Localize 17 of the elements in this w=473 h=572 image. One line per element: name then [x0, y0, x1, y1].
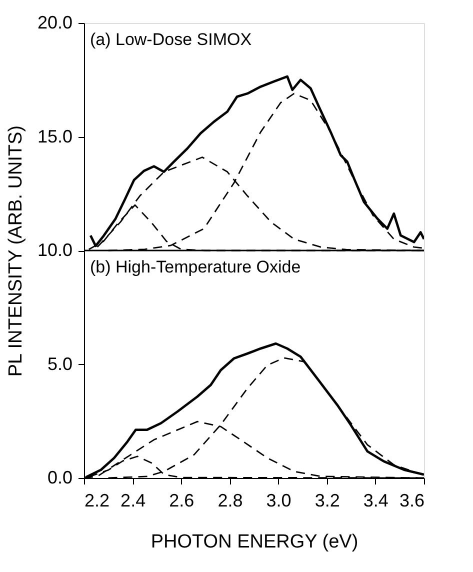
x-tick-label: 3.4	[363, 490, 388, 510]
x-tick-label: 3.2	[314, 490, 340, 510]
y-axis-title: PL INTENSITY (ARB. UNITS)	[5, 125, 26, 377]
x-tick-label: 3.6	[399, 490, 424, 510]
x-tick-label: 2.6	[169, 490, 194, 510]
annotation: (b) High-Temperature Oxide	[90, 258, 301, 276]
x-tick-label: 2.4	[120, 490, 146, 510]
x-tick-label: 2.8	[218, 490, 243, 510]
y-tick-label: 20.0	[37, 12, 72, 32]
x-tick-label: 2.2	[84, 490, 110, 510]
x-tick-label: 3.0	[266, 490, 292, 510]
x-axis-title: PHOTON ENERGY (eV)	[150, 532, 358, 552]
y-tick-label: 0.0	[47, 468, 72, 488]
y-tick-label: 5.0	[47, 354, 72, 374]
y-tick-label: 15.0	[37, 126, 72, 146]
y-tick-label: 10.0	[37, 240, 72, 260]
annotation: (a) Low-Dose SIMOX	[90, 30, 252, 49]
